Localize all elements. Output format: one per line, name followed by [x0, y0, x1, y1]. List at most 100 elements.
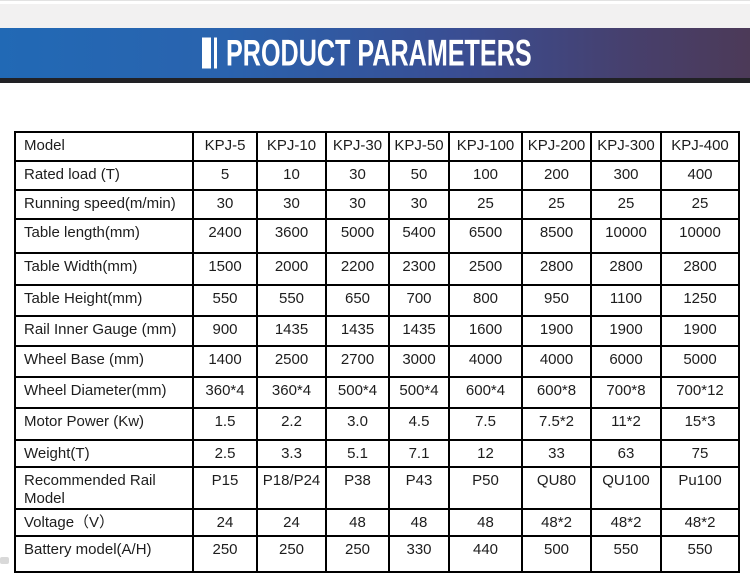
value-cell: 2700: [325, 345, 390, 378]
value-cell: Pu100: [660, 466, 740, 510]
banner-underline: [0, 78, 750, 83]
table-row: Weight(T) 2.5 3.3 5.1 7.1 12 33 63 75: [14, 439, 740, 468]
value-cell: 15*3: [660, 407, 740, 441]
value-cell: 1900: [590, 315, 662, 347]
table-row: Wheel Diameter(mm) 360*4 360*4 500*4 500*4 60…: [14, 376, 740, 409]
row-label-cell: Voltage（V）: [14, 508, 194, 537]
table-row: Recommended Rail Model P15 P18/P24 P38 P43 P5…: [14, 466, 740, 510]
value-cell: 250: [325, 535, 390, 573]
row-label-cell: Motor Power (Kw): [14, 407, 194, 441]
value-cell: 1900: [521, 315, 592, 347]
value-cell: 48: [325, 508, 390, 537]
value-cell: P18/P24: [256, 466, 327, 510]
value-cell: 250: [192, 535, 258, 573]
value-cell: 1500: [192, 252, 258, 286]
value-cell: 48: [388, 508, 450, 537]
row-label-cell: Rail Inner Gauge (mm): [14, 315, 194, 347]
value-cell: 1.5: [192, 407, 258, 441]
value-cell: 30: [325, 189, 390, 220]
model-header-cell: Model: [14, 131, 194, 162]
value-cell: P15: [192, 466, 258, 510]
column-header-cell: KPJ-5: [192, 131, 258, 162]
page-top-strip: [0, 4, 750, 28]
value-cell: 1600: [448, 315, 523, 347]
value-cell: P38: [325, 466, 390, 510]
value-cell: 900: [192, 315, 258, 347]
value-cell: 5: [192, 160, 258, 191]
value-cell: 7.5: [448, 407, 523, 441]
value-cell: 75: [660, 439, 740, 468]
section-title: PRODUCT PARAMETERS: [226, 32, 532, 74]
column-header-cell: KPJ-300: [590, 131, 662, 162]
value-cell: 8500: [521, 218, 592, 254]
value-cell: 100: [448, 160, 523, 191]
value-cell: 48*2: [660, 508, 740, 537]
value-cell: 25: [448, 189, 523, 220]
row-label-cell: Table Height(mm): [14, 284, 194, 317]
product-parameters-table-container: Model KPJ-5 KPJ-10 KPJ-30 KPJ-50 KPJ-100 KPJ-2…: [14, 131, 740, 573]
value-cell: 2800: [660, 252, 740, 286]
value-cell: 3.0: [325, 407, 390, 441]
row-label-cell: Table Width(mm): [14, 252, 194, 286]
value-cell: 600*8: [521, 376, 592, 409]
table-row: Rated load (T) 5 10 30 50 100 200 300 400: [14, 160, 740, 191]
value-cell: 1435: [388, 315, 450, 347]
value-cell: 11*2: [590, 407, 662, 441]
row-label-cell: Weight(T): [14, 439, 194, 468]
value-cell: 360*4: [192, 376, 258, 409]
value-cell: 1900: [660, 315, 740, 347]
value-cell: 700*8: [590, 376, 662, 409]
value-cell: 5.1: [325, 439, 390, 468]
value-cell: 2.5: [192, 439, 258, 468]
value-cell: 4000: [448, 345, 523, 378]
value-cell: P43: [388, 466, 450, 510]
table-row: Battery model(A/H) 250 250 250 330 440 500 550 5…: [14, 535, 740, 573]
value-cell: 600*4: [448, 376, 523, 409]
value-cell: 700*12: [660, 376, 740, 409]
value-cell: 33: [521, 439, 592, 468]
page-top-hairline: [0, 0, 750, 1]
value-cell: 25: [590, 189, 662, 220]
value-cell: 550: [256, 284, 327, 317]
value-cell: 550: [590, 535, 662, 573]
value-cell: 4.5: [388, 407, 450, 441]
value-cell: 10000: [590, 218, 662, 254]
column-header-cell: KPJ-200: [521, 131, 592, 162]
value-cell: 5000: [660, 345, 740, 378]
value-cell: 2800: [521, 252, 592, 286]
column-header-cell: KPJ-100: [448, 131, 523, 162]
row-label-cell: Table length(mm): [14, 218, 194, 254]
value-cell: 3000: [388, 345, 450, 378]
value-cell: 550: [192, 284, 258, 317]
column-header-cell: KPJ-30: [325, 131, 390, 162]
value-cell: 400: [660, 160, 740, 191]
row-label-cell: Wheel Diameter(mm): [14, 376, 194, 409]
value-cell: 30: [256, 189, 327, 220]
value-cell: P50: [448, 466, 523, 510]
value-cell: 7.5*2: [521, 407, 592, 441]
value-cell: 1250: [660, 284, 740, 317]
value-cell: 10: [256, 160, 327, 191]
table-row: Voltage（V） 24 24 48 48 48 48*2 48*2 48*2: [14, 508, 740, 537]
value-cell: 2400: [192, 218, 258, 254]
value-cell: 30: [325, 160, 390, 191]
value-cell: 48*2: [590, 508, 662, 537]
value-cell: 950: [521, 284, 592, 317]
table-header-row: Model KPJ-5 KPJ-10 KPJ-30 KPJ-50 KPJ-100 KPJ-2…: [14, 131, 740, 162]
title-accent-bar-icon: [202, 37, 211, 69]
value-cell: 800: [448, 284, 523, 317]
value-cell: 1100: [590, 284, 662, 317]
value-cell: 3.3: [256, 439, 327, 468]
value-cell: 1400: [192, 345, 258, 378]
product-parameters-table: Model KPJ-5 KPJ-10 KPJ-30 KPJ-50 KPJ-100 KPJ-2…: [14, 131, 740, 573]
row-label-cell: Running speed(m/min): [14, 189, 194, 220]
table-row: Table length(mm) 2400 3600 5000 5400 6500 8500…: [14, 218, 740, 254]
value-cell: 30: [192, 189, 258, 220]
value-cell: 2.2: [256, 407, 327, 441]
value-cell: 63: [590, 439, 662, 468]
value-cell: 1435: [256, 315, 327, 347]
row-label-cell: Battery model(A/H): [14, 535, 194, 573]
row-label-cell: Wheel Base (mm): [14, 345, 194, 378]
value-cell: 25: [660, 189, 740, 220]
value-cell: 500*4: [388, 376, 450, 409]
